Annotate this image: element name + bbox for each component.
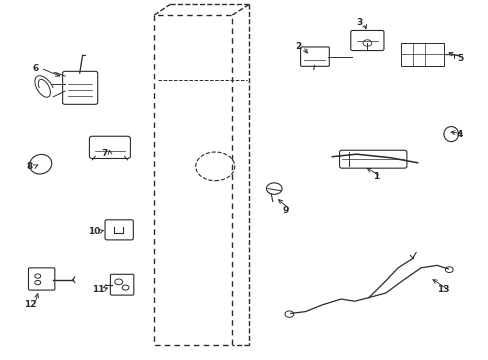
Ellipse shape xyxy=(443,127,458,141)
FancyBboxPatch shape xyxy=(350,31,383,50)
FancyBboxPatch shape xyxy=(28,268,55,290)
Text: 10: 10 xyxy=(88,227,101,236)
FancyBboxPatch shape xyxy=(339,150,406,168)
Text: 9: 9 xyxy=(282,206,288,215)
Text: 1: 1 xyxy=(372,172,379,181)
FancyBboxPatch shape xyxy=(300,47,329,66)
FancyBboxPatch shape xyxy=(89,136,130,158)
FancyBboxPatch shape xyxy=(110,274,134,295)
Text: 4: 4 xyxy=(456,130,462,139)
FancyBboxPatch shape xyxy=(62,71,98,104)
Text: 12: 12 xyxy=(23,300,36,309)
Text: 2: 2 xyxy=(294,42,301,51)
Text: 6: 6 xyxy=(33,64,39,73)
Text: 7: 7 xyxy=(102,149,108,158)
Text: 3: 3 xyxy=(355,18,362,27)
Ellipse shape xyxy=(30,154,52,174)
Text: 8: 8 xyxy=(27,162,33,171)
Text: 5: 5 xyxy=(456,54,462,63)
Text: 11: 11 xyxy=(92,285,104,294)
Bar xyxy=(400,43,444,66)
Text: 13: 13 xyxy=(436,285,449,294)
FancyBboxPatch shape xyxy=(105,220,133,240)
